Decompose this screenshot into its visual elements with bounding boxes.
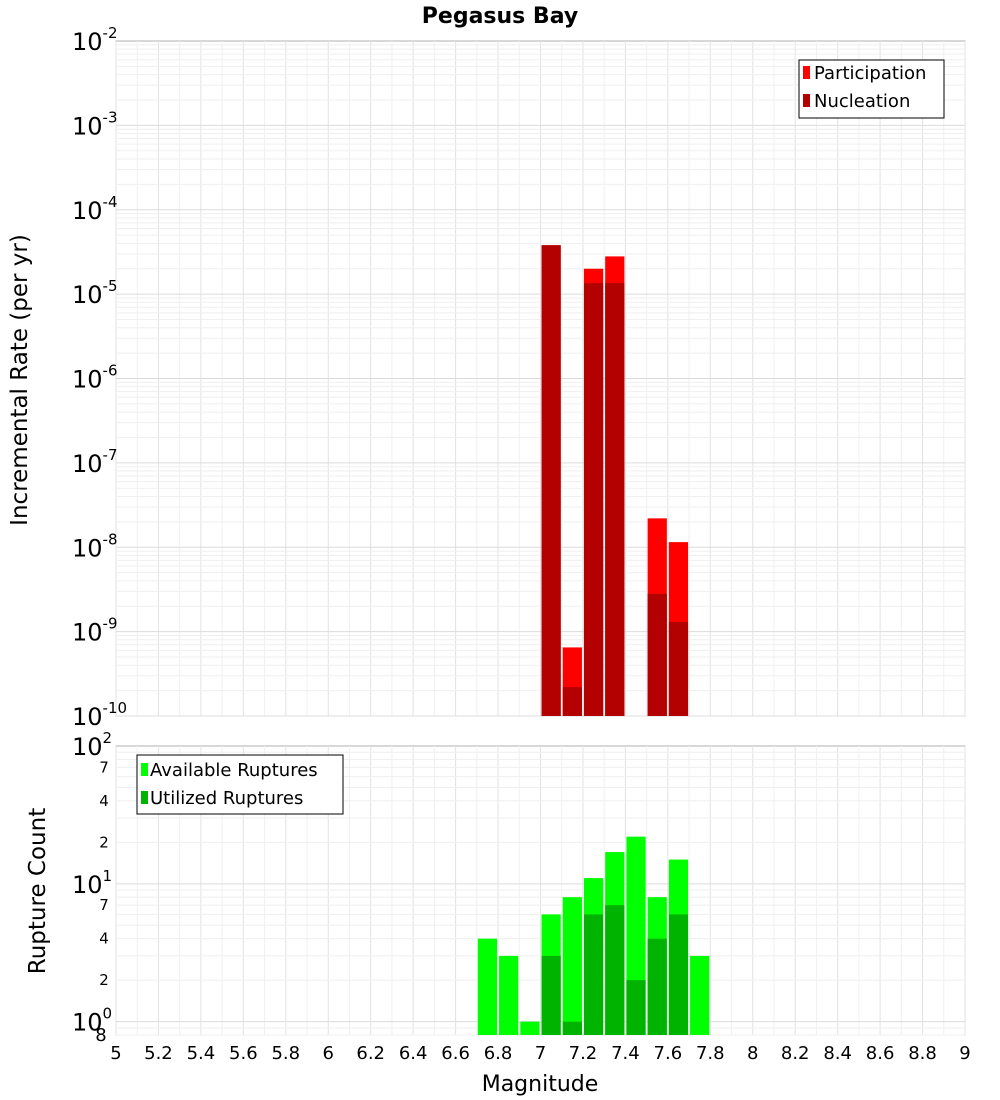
legend-swatch-nucleation [803,94,810,107]
x-tick-label: 7.4 [611,1043,640,1064]
x-tick-label: 5.6 [229,1043,258,1064]
rate-bar [562,687,582,716]
x-tick-label: 5 [110,1043,121,1064]
rupture-count-bar [520,1021,540,1035]
y-tick-label: 10-6 [72,362,118,394]
x-tick-label: 7.8 [696,1043,725,1064]
x-ticks: 5 5.2 5.4 5.6 5.8 6 6.2 6.4 6.6 6.8 7 7.2 7.4 7.6 7.8 8… [110,1043,970,1064]
legend-label-nucleation: Nucleation [814,91,910,112]
x-tick-label: 7 [535,1043,546,1064]
bottom-panel: 100 101 102 8 2 4 7 2 4 7 5 5.2 5.4 5.6 5.8 6 6.2 6.4 6.6… [25,729,971,1097]
bottom-bars [477,836,710,1035]
x-tick-label: 5.4 [187,1043,216,1064]
y-minor-tick-label: 2 [99,971,109,989]
x-tick-label: 8.8 [908,1043,937,1064]
top-grid [115,41,966,717]
rupture-count-bar [562,897,582,1035]
legend-label-utilized: Utilized Ruptures [150,788,303,809]
y-tick-label: 10-9 [72,615,118,647]
x-axis-label: Magnitude [482,1072,599,1097]
y-tick-label: 10-2 [72,24,118,56]
x-tick-label: 5.2 [144,1043,173,1064]
rupture-count-bar [583,914,604,1035]
rate-bar [541,245,561,717]
x-tick-label: 8.6 [866,1043,895,1064]
y-minor-tick-label: 2 [99,833,109,851]
y-tick-label: 10-3 [72,108,118,140]
y-tick-label: 10-7 [72,446,118,478]
x-tick-label: 6.4 [399,1043,428,1064]
x-tick-label: 8.2 [781,1043,810,1064]
y-minor-tick-label: 7 [99,758,109,776]
rupture-count-bar [690,955,710,1035]
top-bars [541,245,689,717]
y-tick-label: 102 [72,729,112,761]
y-tick-label: 10-5 [72,277,118,309]
y-tick-label: 10-10 [72,699,127,731]
top-y-ticks: 10-10 10-9 10-8 10-7 10-6 10-5 10-4 10-3 10-2 [72,24,127,731]
rupture-count-bar [647,938,667,1035]
rupture-count-bar [562,1021,582,1035]
x-tick-label: 9 [959,1043,970,1064]
bottom-legend-box [136,754,344,815]
rupture-count-bar [499,955,519,1035]
top-legend-box [798,59,945,119]
x-tick-label: 6.2 [356,1043,385,1064]
y-tick-label: 100 [72,1005,112,1037]
y-tick-label: 10-8 [72,530,118,562]
x-tick-label: 6.6 [441,1043,470,1064]
x-tick-label: 6 [323,1043,334,1064]
y-minor-tick-label: 4 [99,930,109,948]
x-tick-label: 6.8 [484,1043,513,1064]
rupture-count-bar [541,955,561,1035]
top-panel: 10-10 10-9 10-8 10-7 10-6 10-5 10-4 10-3 10-2 In… [7,24,966,731]
rupture-count-bar [626,980,646,1035]
rate-bar [668,622,689,716]
rate-bar [605,283,625,716]
bottom-legend: Available Ruptures Utilized Ruptures [136,754,344,815]
rupture-count-bar [605,905,625,1035]
rate-bar [647,593,667,716]
y-tick-label: 101 [72,867,112,899]
y-tick-label: 10-4 [72,193,118,225]
rupture-count-bar [668,914,689,1035]
bottom-grid [115,746,966,1036]
legend-swatch-utilized [141,791,148,804]
rupture-count-bar [477,938,498,1035]
legend-label-available: Available Ruptures [150,760,318,781]
legend-label-participation: Participation [814,63,926,84]
bottom-y-ticks: 100 101 102 8 2 4 7 2 4 7 [72,729,112,1046]
y-minor-tick-label: 4 [99,792,109,810]
y-minor-tick-label: 8 [95,1025,106,1046]
x-tick-label: 7.2 [569,1043,598,1064]
x-tick-label: 5.8 [271,1043,300,1064]
top-legend: Participation Nucleation [798,59,945,119]
top-y-axis-label: Incremental Rate (per yr) [7,234,33,526]
bottom-y-axis-label: Rupture Count [25,808,51,974]
x-tick-label: 7.6 [654,1043,683,1064]
legend-swatch-participation [803,66,810,79]
rate-bar [583,283,604,716]
x-tick-label: 8.4 [823,1043,852,1064]
legend-swatch-available [141,763,148,776]
x-tick-label: 8 [747,1043,758,1064]
chart-title: Pegasus Bay [422,4,578,29]
y-minor-tick-label: 7 [99,896,109,914]
